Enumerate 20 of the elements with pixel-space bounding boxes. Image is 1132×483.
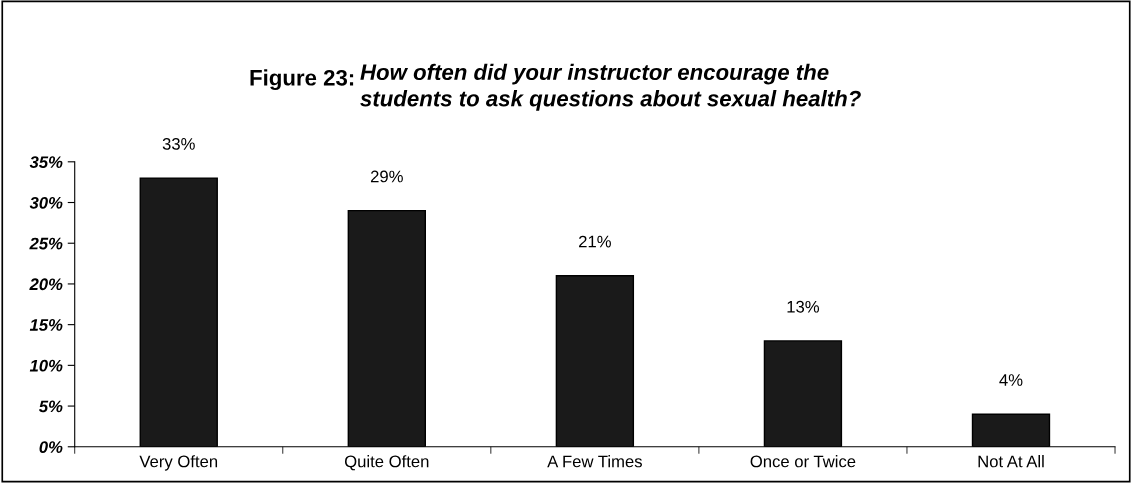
x-tick-label: A Few Times [547, 455, 642, 468]
data-label: 13% [787, 300, 820, 313]
y-tick-label: 20% [29, 278, 63, 291]
chart-subtitle: How often did your instructor encourage the students to ask questions about sexual health? [360, 63, 861, 111]
y-tick-label: 0% [39, 441, 63, 453]
x-tick-label: Very Often [139, 455, 218, 471]
x-tick-label: Not At All [978, 455, 1044, 468]
y-tick-label: 35% [29, 156, 63, 169]
data-label: 21% [579, 235, 611, 248]
chart-title: Figure 23: [250, 69, 354, 91]
y-tick-label: 15% [29, 319, 63, 331]
x-tick-label: Quite Often [344, 455, 429, 471]
y-tick-label: 25% [29, 237, 63, 250]
data-label: 33% [162, 137, 195, 150]
x-tick-label: Once or Twice [750, 455, 856, 468]
y-tick-label: 30% [29, 196, 63, 209]
data-label: 29% [370, 170, 403, 183]
y-tick-label: 5% [38, 400, 63, 413]
y-tick-label: 10% [29, 359, 63, 372]
data-label: 4% [999, 374, 1023, 386]
